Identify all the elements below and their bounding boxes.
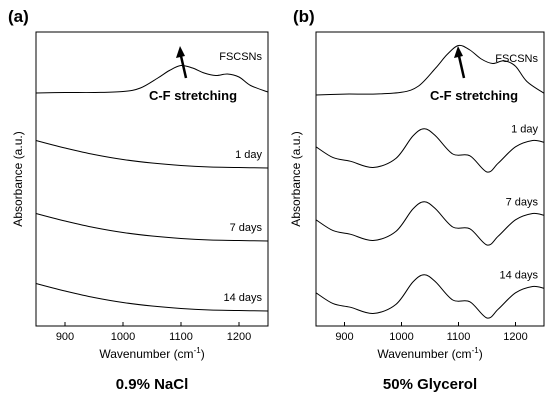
- panel-a-label-fscsns: FSCSNs: [219, 51, 262, 63]
- panel-a-arrow-head: [176, 46, 185, 58]
- panel-a-annotation: C-F stretching: [149, 46, 237, 103]
- panel-a-spectra: [35, 64, 269, 312]
- panel-a-label: (a): [8, 7, 29, 26]
- panel-a-spectrum-1-day: [35, 140, 269, 169]
- panel-a-annotation-text: C-F stretching: [149, 88, 237, 103]
- panel-a: (a) Absorbance (a.u.) 900 1000 1100 1200 Wa…: [8, 7, 269, 393]
- panel-b-frame: [315, 31, 545, 327]
- panel-a-tick-label-1100: 1100: [169, 331, 193, 343]
- panel-b-label: (b): [293, 7, 315, 26]
- panel-a-tick-label-1200: 1200: [227, 331, 251, 343]
- panel-a-label-1-day: 1 day: [235, 149, 262, 161]
- panel-b-tick-label-1100: 1100: [447, 331, 471, 343]
- panel-b-spectrum-1-day: [315, 128, 545, 173]
- panel-b-arrow-head: [454, 46, 463, 58]
- panel-a-xlabel: Wavenumber (cm-1): [99, 346, 204, 361]
- panel-a-tick-label-900: 900: [56, 331, 74, 343]
- panel-a-arrow-shaft: [179, 55, 188, 79]
- panel-a-label-14-days: 14 days: [223, 292, 262, 304]
- panel-b-spectrum-7-days: [315, 201, 545, 246]
- panel-b-annotation: C-F stretching: [430, 46, 518, 103]
- panel-b-xaxis: 900 1000 1100 1200: [335, 322, 528, 343]
- panel-a-spectrum-fscsns: [35, 64, 269, 94]
- panel-b-tick-label-1000: 1000: [389, 331, 413, 343]
- panel-a-tick-label-1000: 1000: [111, 331, 135, 343]
- panel-b: (b) Absorbance (a.u.) 900 1000 1100 1200 Wa…: [289, 7, 545, 393]
- panel-a-sample-labels: FSCSNs 1 day 7 days 14 days: [219, 51, 262, 304]
- panel-b-spectrum-14-days: [315, 274, 545, 319]
- panel-b-label-fscsns: FSCSNs: [495, 53, 538, 65]
- panel-a-label-7-days: 7 days: [230, 222, 263, 234]
- panel-b-arrow-shaft: [457, 55, 466, 79]
- panel-a-caption: 0.9% NaCl: [116, 376, 189, 393]
- panel-b-tick-label-1200: 1200: [503, 331, 527, 343]
- panel-b-ylabel: Absorbance (a.u.): [289, 131, 303, 226]
- panel-b-sample-labels: FSCSNs 1 day 7 days 14 days: [495, 53, 538, 281]
- panel-a-xaxis: 900 1000 1100 1200: [56, 322, 251, 343]
- panel-b-annotation-text: C-F stretching: [430, 88, 518, 103]
- panel-b-spectra: [315, 44, 545, 319]
- panel-b-label-14-days: 14 days: [499, 269, 538, 281]
- panel-b-caption: 50% Glycerol: [383, 376, 477, 393]
- panel-b-label-7-days: 7 days: [506, 196, 539, 208]
- panel-a-spectrum-14-days: [35, 283, 269, 312]
- panel-b-tick-label-900: 900: [335, 331, 353, 343]
- panel-b-label-1-day: 1 day: [511, 123, 538, 135]
- panel-a-spectrum-7-days: [35, 213, 269, 242]
- panel-b-spectrum-fscsns: [315, 44, 545, 96]
- panel-b-xlabel: Wavenumber (cm-1): [377, 346, 482, 361]
- panel-a-ylabel: Absorbance (a.u.): [11, 131, 25, 226]
- panel-a-frame: [35, 31, 269, 327]
